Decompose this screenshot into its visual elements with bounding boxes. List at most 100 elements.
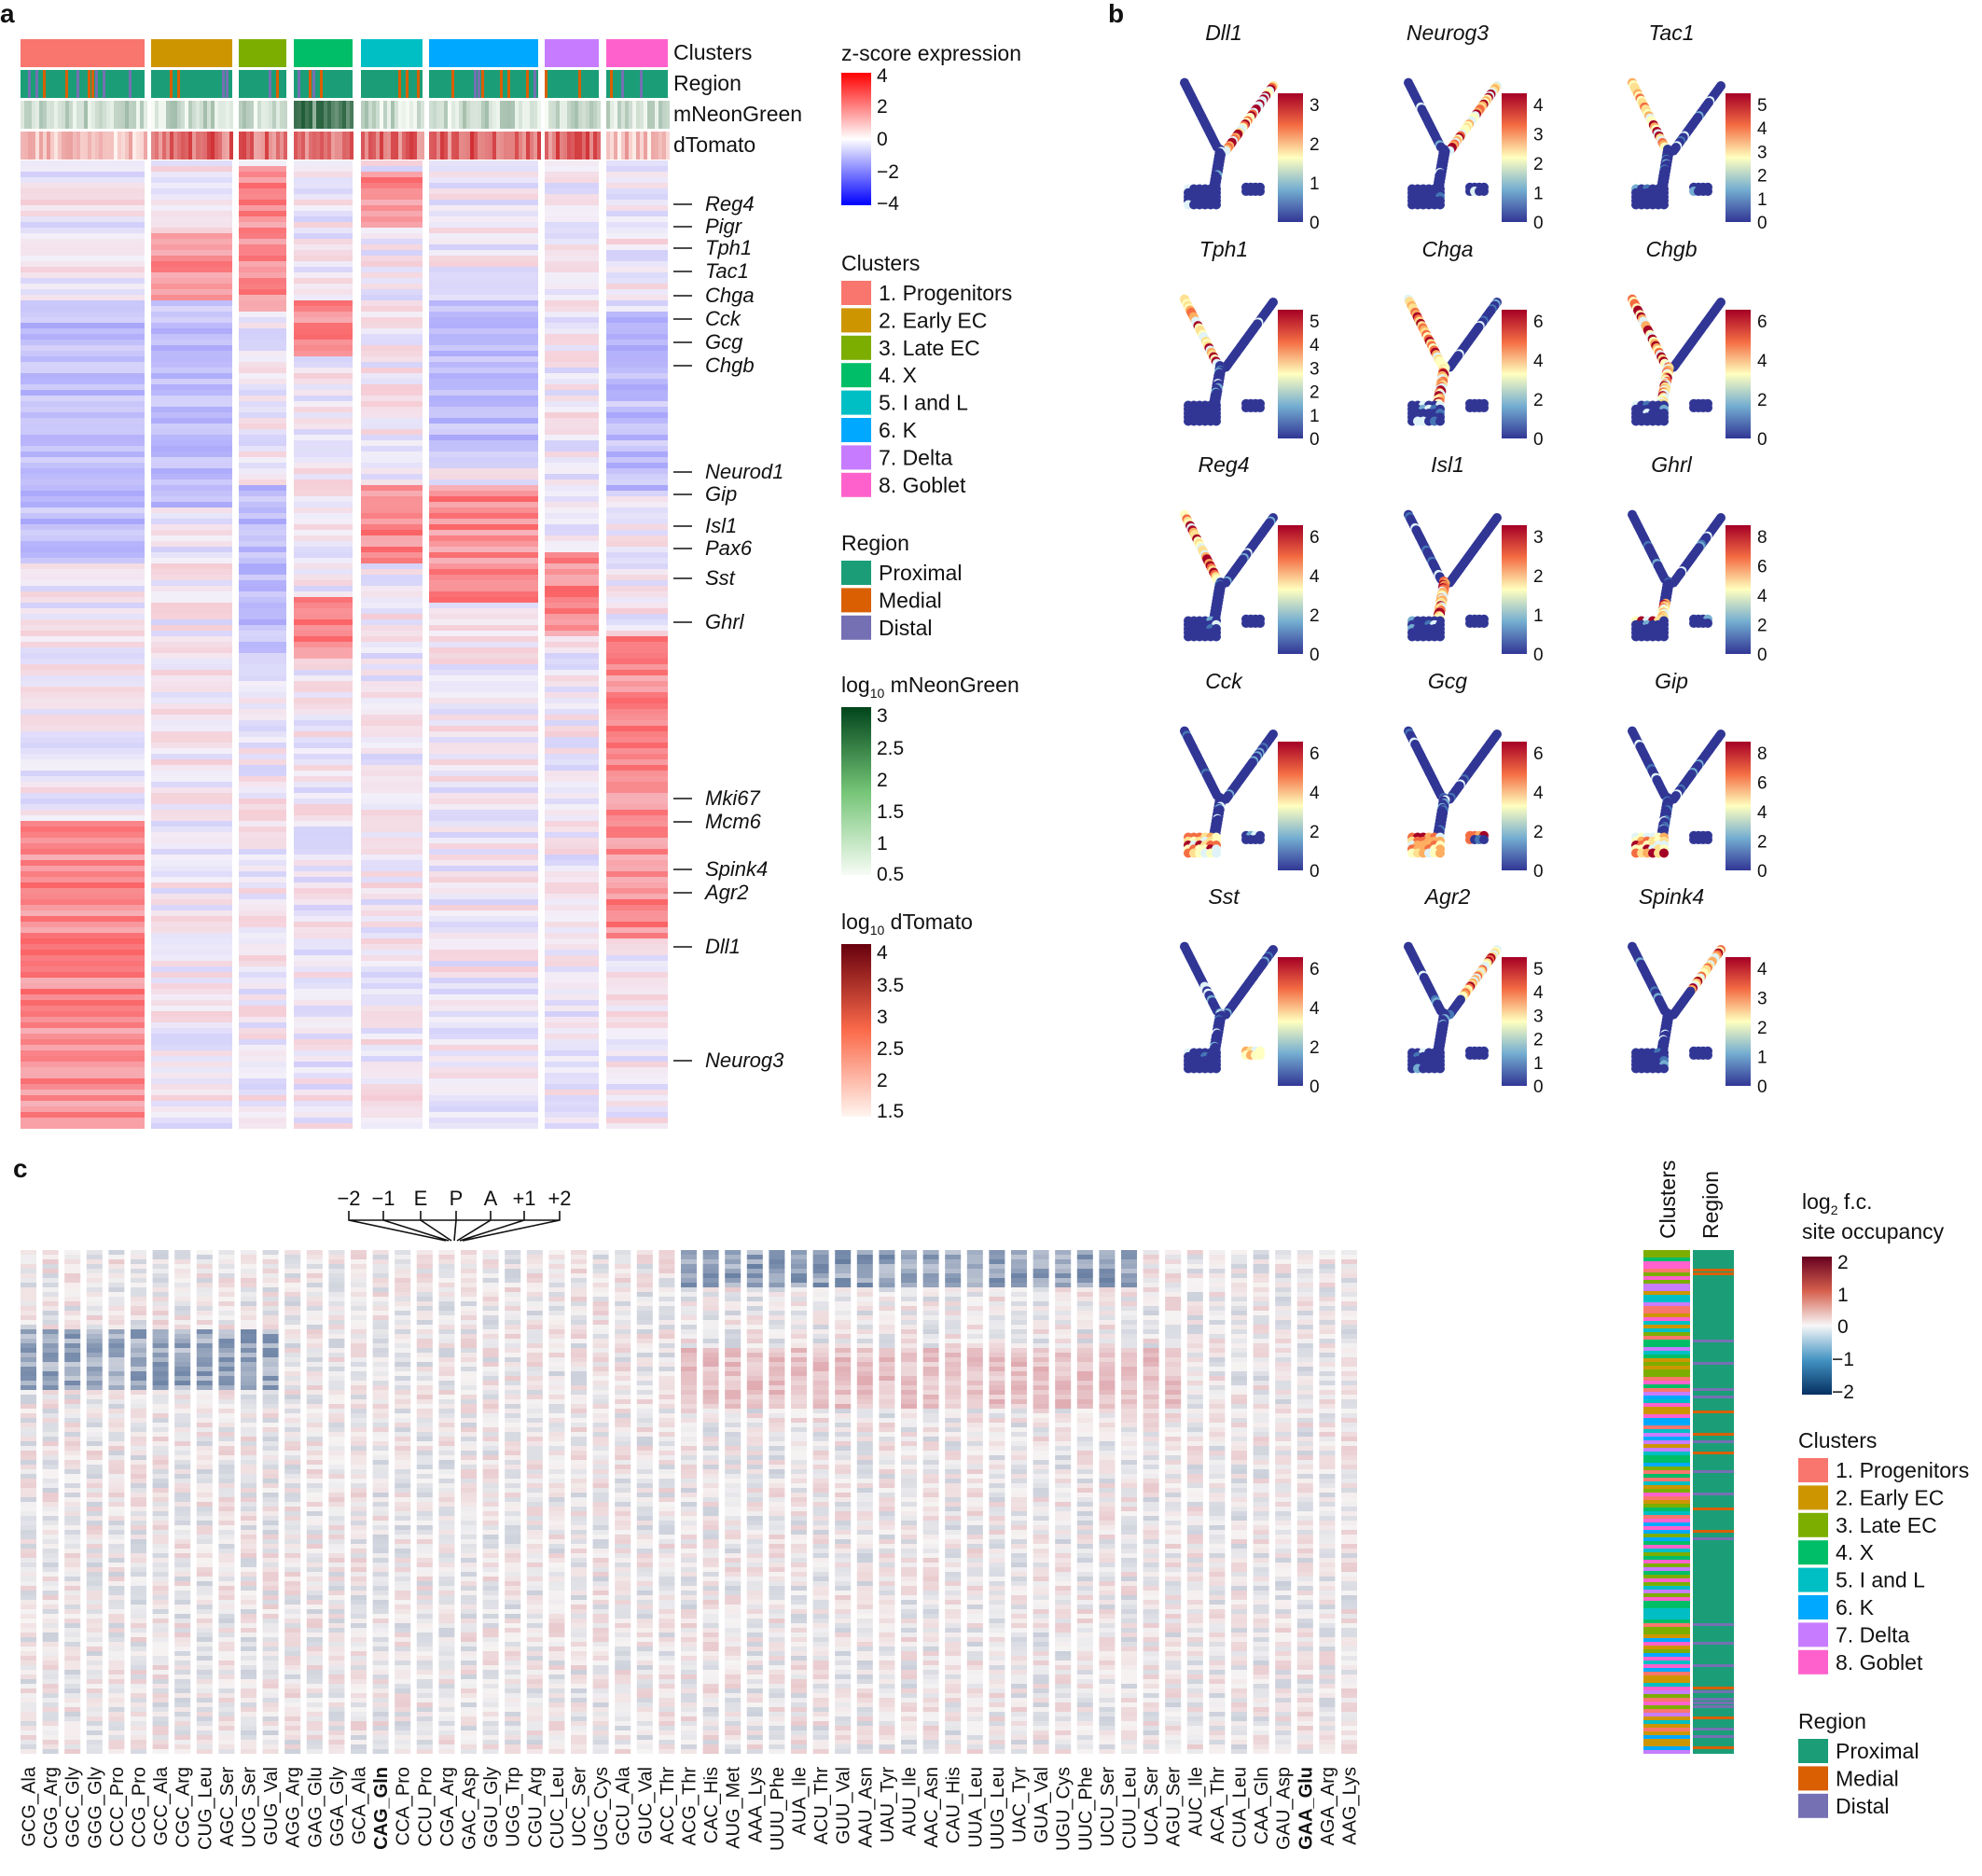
feature-plot-colorbar-tick: 5 bbox=[1533, 960, 1544, 980]
annotation-mneongreen-stripe bbox=[32, 101, 35, 129]
heatmap-a-row-band bbox=[429, 507, 538, 513]
heatmap-a-row-band bbox=[606, 1106, 668, 1112]
codon-column-band bbox=[21, 1493, 36, 1497]
legend-item-label: 1. Progenitors bbox=[879, 281, 1012, 305]
heatmap-a-row-band bbox=[239, 446, 286, 452]
heatmap-a-row-band bbox=[151, 692, 232, 698]
codon-column-band bbox=[21, 1614, 36, 1619]
heatmap-a-row-band bbox=[606, 300, 668, 306]
annotation-mneongreen-stripe bbox=[402, 101, 406, 129]
heatmap-a-row-band bbox=[606, 793, 668, 799]
annotation-region-stripe bbox=[95, 70, 98, 98]
codon-column-band bbox=[64, 1483, 81, 1488]
codon-column-band bbox=[86, 1255, 103, 1259]
heatmap-a-row-band bbox=[151, 513, 232, 519]
heatmap-a-row-band bbox=[21, 312, 145, 317]
annotation-dtomato-stripe bbox=[530, 132, 534, 160]
feature-plot-colorbar-tick: 5 bbox=[1757, 96, 1767, 116]
heatmap-a-row-band bbox=[151, 771, 232, 776]
codon-column-band bbox=[131, 1357, 146, 1362]
heatmap-a-row-band bbox=[429, 272, 538, 278]
codon-column-band bbox=[42, 1455, 59, 1460]
annotation-mneongreen-stripe bbox=[65, 101, 69, 129]
heatmap-a-row-band bbox=[21, 351, 145, 356]
heatmap-a-row-band bbox=[21, 821, 145, 827]
heatmap-a-row-band bbox=[429, 698, 538, 703]
annotation-dtomato-stripe bbox=[534, 132, 537, 160]
annotation-region-stripe bbox=[276, 70, 279, 98]
heatmap-a-row-band bbox=[294, 586, 353, 591]
heatmap-a-row-band bbox=[294, 211, 353, 216]
heatmap-a-row-band bbox=[151, 586, 232, 591]
heatmap-a-row-band bbox=[545, 362, 599, 368]
heatmap-a-row-band bbox=[429, 894, 538, 899]
heatmap-a-row-band bbox=[429, 1017, 538, 1022]
codon-column-band bbox=[86, 1283, 103, 1287]
codon-column-band bbox=[108, 1544, 125, 1549]
codon-column-band bbox=[42, 1297, 59, 1301]
codon-column-band bbox=[21, 1539, 36, 1544]
heatmap-a-row-band bbox=[294, 1123, 353, 1129]
heatmap-a-row-band bbox=[361, 882, 423, 888]
heatmap-a-row-band bbox=[606, 295, 668, 300]
annotation-region-stripe bbox=[534, 70, 536, 98]
heatmap-a-row-band bbox=[545, 194, 599, 200]
annotation-mneongreen-stripe bbox=[84, 101, 88, 129]
heatmap-a-row-band bbox=[429, 351, 538, 356]
heatmap-a-row-band bbox=[545, 1095, 599, 1101]
codon-column-band bbox=[64, 1381, 81, 1385]
heatmap-a-row-band bbox=[606, 502, 668, 507]
heatmap-a-row-band bbox=[606, 1067, 668, 1073]
heatmap-a-row-band bbox=[151, 384, 232, 390]
heatmap-a-row-band bbox=[21, 183, 145, 188]
heatmap-a-row-band bbox=[429, 771, 538, 776]
annotation-mneongreen-stripe bbox=[545, 101, 548, 129]
heatmap-a-row-band bbox=[294, 737, 353, 743]
heatmap-a-row-band bbox=[606, 250, 668, 256]
codon-column-band bbox=[86, 1287, 103, 1292]
heatmap-a-row-band bbox=[429, 485, 538, 491]
heatmap-a-row-band bbox=[21, 356, 145, 362]
codon-column-band bbox=[86, 1502, 103, 1507]
annotation-dtomato-stripe bbox=[658, 132, 662, 160]
annotation-clusters-cell bbox=[606, 39, 668, 67]
heatmap-a-row-band bbox=[239, 871, 286, 877]
codon-column-band bbox=[152, 1483, 169, 1488]
heatmap-a-row-band bbox=[429, 250, 538, 256]
codon-column-band bbox=[152, 1581, 169, 1586]
codon-column-band bbox=[131, 1716, 146, 1721]
heatmap-a-row-band bbox=[606, 317, 668, 323]
heatmap-a-row-band bbox=[294, 894, 353, 899]
codon-column-band bbox=[42, 1600, 59, 1605]
heatmap-a-row-band bbox=[606, 351, 668, 356]
heatmap-a-row-band bbox=[361, 804, 423, 810]
annotation-dtomato-stripe bbox=[327, 132, 331, 160]
codon-column-band bbox=[152, 1661, 169, 1665]
codon-column-band bbox=[108, 1255, 125, 1259]
heatmap-a-row-band bbox=[429, 256, 538, 261]
codon-column-band bbox=[42, 1292, 59, 1297]
annotation-dtomato-stripe bbox=[177, 132, 181, 160]
heatmap-a-row-band bbox=[606, 278, 668, 284]
codon-column-band bbox=[86, 1334, 103, 1339]
annotation-mneongreen-stripe bbox=[380, 101, 383, 129]
annotation-mneongreen-stripe bbox=[455, 101, 459, 129]
feature-plot-colorbar-tick: 6 bbox=[1310, 528, 1320, 548]
heatmap-a-row-band bbox=[294, 743, 353, 748]
codon-column-band bbox=[174, 1413, 191, 1418]
codon-column-band bbox=[152, 1623, 169, 1628]
heatmap-a-row-band bbox=[361, 1084, 423, 1090]
heatmap-a-row-band bbox=[606, 491, 668, 496]
annotation-region-stripe bbox=[526, 70, 529, 98]
heatmap-a-row-band bbox=[545, 653, 599, 659]
annotation-mneongreen-stripe bbox=[39, 101, 43, 129]
codon-column-band bbox=[174, 1502, 191, 1507]
annotation-dtomato-stripe bbox=[188, 132, 192, 160]
heatmap-a-row-band bbox=[606, 619, 668, 625]
heatmap-a-row-band bbox=[429, 597, 538, 603]
feature-plot-colorbar bbox=[1502, 93, 1527, 222]
codon-column-band bbox=[21, 1740, 36, 1744]
heatmap-a-row-band bbox=[21, 345, 145, 351]
codon-column-band bbox=[108, 1633, 125, 1637]
